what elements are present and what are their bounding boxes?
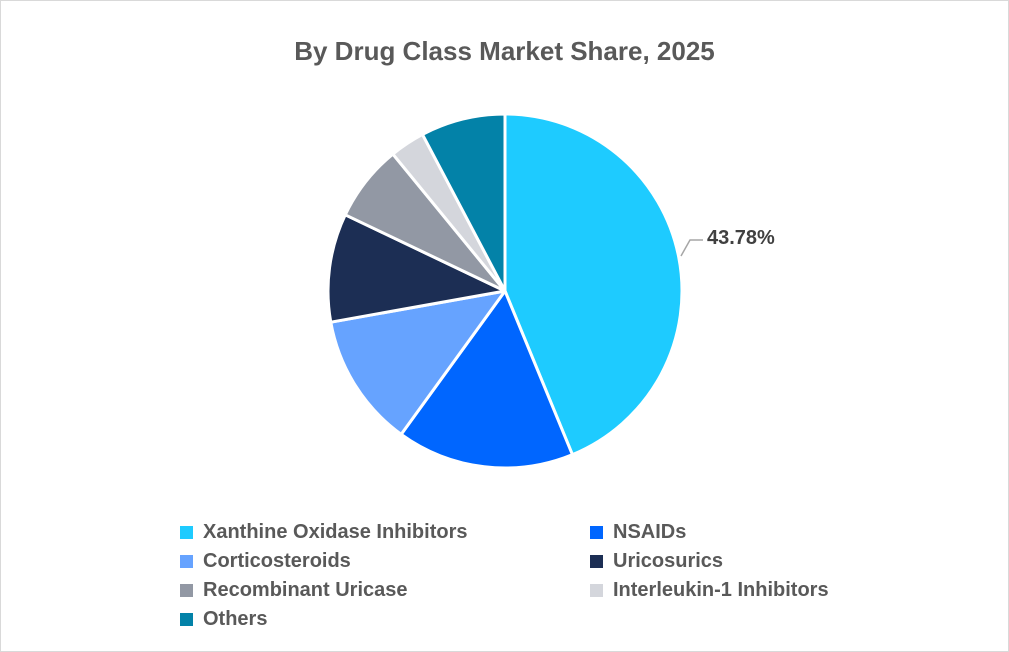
legend-item-nsaids: NSAIDs bbox=[590, 521, 686, 544]
leader-line bbox=[680, 239, 703, 257]
legend-swatch bbox=[180, 526, 193, 539]
legend-label: Corticosteroids bbox=[203, 550, 351, 572]
legend-swatch bbox=[180, 613, 193, 626]
pie-slice-uricosurics bbox=[326, 213, 507, 324]
legend-swatch bbox=[590, 526, 603, 539]
legend-item-corticosteroids: Corticosteroids bbox=[180, 550, 351, 573]
pie-slices bbox=[326, 112, 684, 470]
legend-swatch bbox=[590, 555, 603, 568]
chart-title: By Drug Class Market Share, 2025 bbox=[294, 36, 715, 66]
pie-slice-others bbox=[420, 112, 507, 293]
pie-slice-nsaids bbox=[399, 289, 574, 470]
legend-item-interleukin-1: Interleukin-1 Inhibitors bbox=[590, 579, 829, 602]
legend-swatch bbox=[180, 555, 193, 568]
pie-slice-corticosteroids bbox=[329, 289, 507, 436]
legend-item-recombinant-uricase: Recombinant Uricase bbox=[180, 579, 408, 602]
pie-slice-xanthine-oxidase-inhibitors bbox=[503, 112, 684, 457]
data-label-xanthine: 43.78% bbox=[707, 227, 775, 249]
legend-label: Recombinant Uricase bbox=[203, 579, 408, 601]
legend-item-others: Others bbox=[180, 608, 267, 631]
legend-swatch bbox=[590, 584, 603, 597]
legend-item-uricosurics: Uricosurics bbox=[590, 550, 723, 573]
legend-label: Interleukin-1 Inhibitors bbox=[613, 579, 829, 601]
legend-label: NSAIDs bbox=[613, 521, 687, 543]
legend-item-xanthine: Xanthine Oxidase Inhibitors bbox=[180, 521, 468, 544]
legend-label: Xanthine Oxidase Inhibitors bbox=[203, 521, 468, 543]
legend-swatch bbox=[180, 584, 193, 597]
legend-label: Others bbox=[203, 608, 268, 630]
legend-label: Uricosurics bbox=[613, 550, 724, 572]
